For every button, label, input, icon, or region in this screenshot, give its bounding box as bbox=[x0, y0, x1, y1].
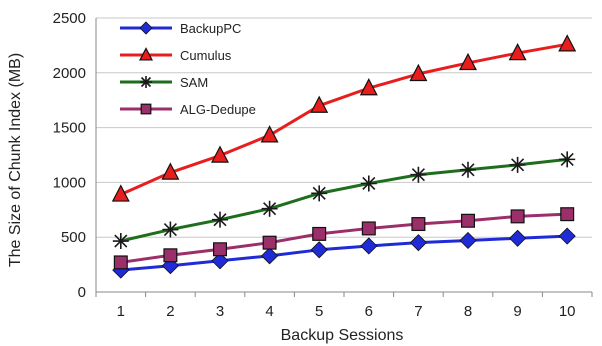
data-point bbox=[261, 247, 279, 265]
x-tick-label: 8 bbox=[464, 303, 472, 320]
series-alg-dedupe bbox=[113, 207, 575, 270]
legend-item: BackupPC bbox=[120, 21, 241, 36]
data-point bbox=[212, 211, 228, 228]
data-point bbox=[139, 21, 153, 35]
data-point bbox=[111, 184, 130, 202]
series-line bbox=[120, 234, 568, 272]
data-point bbox=[161, 162, 180, 180]
data-point bbox=[140, 76, 152, 88]
data-point bbox=[262, 235, 277, 250]
x-axis-label: Backup Sessions bbox=[281, 327, 404, 344]
x-tick-label: 1 bbox=[117, 303, 125, 320]
x-tick-labels: 1 2 3 4 5 6 7 8 9 10 bbox=[117, 303, 576, 320]
y-tick-label: 500 bbox=[61, 229, 86, 246]
x-tick-label: 4 bbox=[265, 303, 273, 320]
data-point bbox=[558, 227, 576, 245]
data-point bbox=[559, 151, 576, 168]
data-point bbox=[162, 221, 179, 238]
data-point bbox=[409, 63, 428, 82]
data-point bbox=[361, 221, 376, 236]
data-point bbox=[460, 161, 476, 178]
data-point bbox=[560, 207, 575, 222]
legend-item: SAM bbox=[120, 75, 208, 90]
x-tick-label: 9 bbox=[513, 303, 521, 320]
data-point bbox=[410, 166, 427, 183]
data-point bbox=[459, 231, 477, 250]
x-tick-label: 3 bbox=[216, 303, 224, 320]
x-tick-label: 2 bbox=[166, 303, 174, 320]
data-point bbox=[310, 241, 328, 259]
data-point bbox=[508, 42, 527, 61]
data-point bbox=[260, 125, 279, 143]
legend-item: ALG-Dedupe bbox=[120, 102, 256, 117]
legend-item: Cumulus bbox=[120, 47, 232, 63]
data-point bbox=[261, 200, 278, 217]
data-point bbox=[312, 226, 327, 241]
y-tick-label: 1500 bbox=[53, 120, 86, 137]
y-tick-label: 1000 bbox=[53, 174, 86, 191]
data-point bbox=[213, 242, 228, 257]
x-tick-label: 10 bbox=[559, 303, 576, 320]
data-point bbox=[360, 175, 377, 192]
data-point bbox=[409, 234, 427, 252]
data-point bbox=[310, 95, 329, 113]
series-backuppc bbox=[112, 227, 576, 279]
legend-label: ALG-Dedupe bbox=[180, 102, 256, 117]
legend-label: BackupPC bbox=[180, 21, 241, 36]
data-point bbox=[139, 47, 153, 61]
data-point bbox=[461, 213, 476, 228]
series-line bbox=[120, 42, 568, 196]
data-point bbox=[163, 248, 178, 263]
data-point bbox=[509, 229, 527, 247]
data-point bbox=[211, 252, 229, 270]
y-tick-label: 2500 bbox=[53, 10, 86, 27]
data-point bbox=[459, 52, 477, 71]
y-tick-labels: 0 500 1000 1500 2000 2500 bbox=[53, 10, 86, 301]
data-point bbox=[510, 209, 525, 224]
legend: BackupPC Cumulus SAM ALG-Dedupe bbox=[120, 21, 256, 117]
series-line bbox=[120, 157, 568, 243]
x-tick-label: 6 bbox=[365, 303, 373, 320]
x-tick-label: 5 bbox=[315, 303, 323, 320]
series-cumulus bbox=[111, 34, 577, 202]
y-axis-label: The Size of Chunk Index (MB) bbox=[7, 53, 24, 267]
data-point bbox=[509, 156, 526, 173]
y-tick-label: 2000 bbox=[53, 65, 86, 82]
data-point bbox=[140, 103, 152, 115]
series-line bbox=[120, 212, 568, 264]
legend-label: Cumulus bbox=[180, 48, 232, 63]
data-point bbox=[112, 233, 129, 250]
legend-label: SAM bbox=[180, 75, 208, 90]
series-sam bbox=[112, 151, 576, 250]
axes bbox=[95, 18, 593, 297]
y-tick-label: 0 bbox=[78, 284, 86, 301]
series-group bbox=[111, 34, 577, 279]
data-point bbox=[113, 255, 128, 270]
data-point bbox=[359, 78, 378, 96]
data-point bbox=[558, 34, 577, 52]
data-point bbox=[411, 217, 426, 232]
data-point bbox=[360, 237, 378, 255]
data-point bbox=[311, 185, 328, 202]
data-point bbox=[211, 145, 229, 163]
x-tick-label: 7 bbox=[414, 303, 422, 320]
